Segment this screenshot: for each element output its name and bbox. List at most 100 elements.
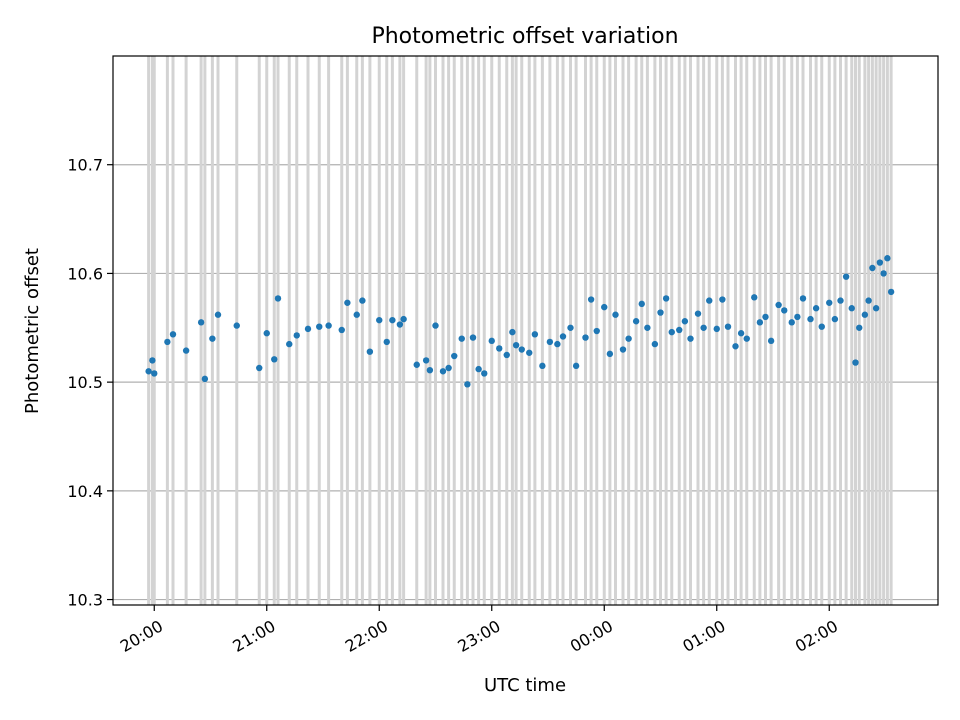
- data-point: [554, 340, 561, 348]
- data-point: [762, 313, 769, 321]
- data-point: [432, 322, 439, 329]
- data-point: [606, 350, 614, 358]
- data-point: [488, 337, 495, 345]
- data-point: [256, 364, 263, 372]
- chart-title: Photometric offset variation: [371, 24, 678, 49]
- data-point: [338, 326, 345, 334]
- x-axis-ticks: 20:00 21:00 22:00 23:00 00:00 01:00 02:00: [117, 605, 841, 656]
- x-tick-label: 01:00: [679, 616, 728, 656]
- data-point: [496, 345, 503, 352]
- data-point: [601, 303, 608, 311]
- data-point: [445, 364, 452, 372]
- data-point: [475, 365, 482, 373]
- x-axis-label: UTC time: [484, 675, 566, 696]
- data-point: [316, 323, 323, 330]
- data-point: [587, 296, 595, 303]
- data-point: [353, 311, 360, 318]
- data-point: [767, 337, 775, 345]
- data-point: [719, 296, 726, 303]
- data-point: [706, 297, 713, 304]
- data-point: [612, 311, 619, 318]
- y-tick-label: 10.4: [67, 482, 103, 501]
- data-point: [426, 366, 434, 374]
- data-point: [812, 305, 820, 312]
- data-point: [861, 311, 869, 318]
- data-point: [481, 370, 488, 377]
- data-point: [848, 305, 855, 312]
- data-point: [274, 295, 282, 302]
- y-axis-label: Photometric offset: [22, 248, 43, 414]
- data-point: [559, 333, 567, 340]
- data-point: [509, 328, 516, 336]
- data-point: [512, 341, 520, 349]
- data-point: [151, 370, 158, 377]
- data-point: [732, 343, 739, 350]
- data-point: [880, 270, 887, 277]
- data-point: [439, 368, 447, 375]
- data-point: [638, 300, 645, 308]
- data-point: [743, 335, 750, 342]
- data-point: [593, 327, 600, 335]
- data-point: [413, 361, 420, 368]
- data-point: [209, 335, 216, 342]
- data-point: [831, 315, 839, 323]
- data-point: [286, 340, 293, 348]
- data-point: [887, 288, 895, 296]
- data-point: [632, 318, 640, 325]
- x-tick-label: 23:00: [454, 616, 503, 656]
- data-point: [383, 338, 390, 346]
- data-point: [458, 335, 465, 342]
- data-point: [164, 338, 171, 346]
- data-points: [145, 255, 895, 388]
- data-point: [676, 326, 683, 334]
- plot-frame: [112, 55, 939, 606]
- data-point: [396, 321, 404, 328]
- data-point: [526, 349, 533, 356]
- x-tick-label: 22:00: [342, 616, 391, 656]
- data-point: [376, 316, 383, 324]
- data-point: [856, 324, 863, 331]
- data-point: [625, 335, 632, 342]
- data-point: [869, 264, 876, 272]
- x-tick-label: 20:00: [117, 616, 166, 656]
- x-tick-label: 02:00: [792, 616, 841, 656]
- data-point: [681, 318, 689, 325]
- data-point: [389, 316, 396, 324]
- data-point: [182, 347, 190, 354]
- data-point: [668, 328, 675, 336]
- data-point: [582, 334, 589, 341]
- data-point: [713, 325, 720, 333]
- data-point: [788, 319, 795, 326]
- data-point: [546, 338, 554, 346]
- data-point: [531, 331, 539, 338]
- data-point: [304, 325, 312, 333]
- y-tick-label: 10.5: [67, 373, 103, 392]
- y-tick-label: 10.7: [67, 156, 103, 175]
- data-point: [325, 322, 332, 329]
- data-point: [400, 315, 407, 323]
- data-point: [366, 348, 374, 355]
- data-point: [818, 323, 825, 330]
- data-point: [422, 357, 430, 364]
- data-point: [503, 351, 510, 359]
- data-point: [145, 368, 152, 375]
- error-bars: [147, 56, 893, 605]
- data-point: [737, 330, 745, 337]
- data-point: [359, 297, 366, 304]
- data-point: [539, 362, 546, 370]
- data-point: [619, 346, 627, 353]
- data-point: [842, 273, 850, 280]
- data-point: [751, 294, 758, 301]
- data-point: [826, 299, 833, 306]
- x-tick-label: 21:00: [229, 616, 278, 656]
- data-point: [169, 331, 177, 338]
- data-point: [451, 352, 458, 360]
- data-point: [884, 255, 891, 262]
- data-point: [214, 311, 222, 318]
- data-point: [724, 323, 732, 330]
- data-point: [700, 324, 707, 331]
- data-point: [694, 310, 702, 317]
- data-point: [201, 375, 209, 383]
- y-axis-ticks: 10.3 10.4 10.5 10.6 10.7: [67, 156, 113, 610]
